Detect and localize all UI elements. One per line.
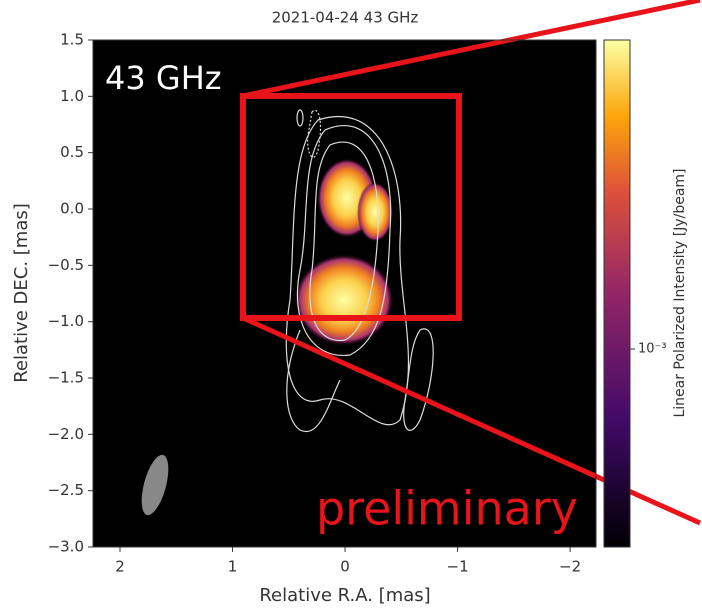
colorbar-tick-label: 10⁻³: [638, 341, 667, 356]
band-label: 43 GHz: [105, 59, 222, 97]
x-tick-label: −1: [447, 558, 469, 576]
x-tick-label: 0: [340, 558, 350, 576]
chart-title: 2021-04-24 43 GHz: [272, 9, 419, 27]
y-tick-label: 0.5: [60, 143, 84, 161]
emission: [294, 254, 394, 346]
y-axis-label: Relative DEC. [mas]: [11, 203, 32, 383]
x-tick-label: −2: [559, 558, 581, 576]
x-axis-label: Relative R.A. [mas]: [259, 585, 430, 606]
y-tick-label: −0.5: [48, 256, 84, 274]
colorbar-label: Linear Polarized Intensity [Jy/beam]: [672, 168, 688, 417]
y-tick-label: 1.5: [60, 31, 84, 49]
y-tick-label: −2.0: [48, 425, 84, 443]
y-tick-label: 1.0: [60, 87, 84, 105]
y-tick-label: −3.0: [48, 538, 84, 556]
x-tick-label: 2: [115, 558, 125, 576]
y-tick-label: −2.5: [48, 481, 84, 499]
emission: [357, 182, 393, 242]
watermark: preliminary: [316, 482, 578, 536]
chart: 43 GHz preliminary 2021-04-24 43 GHz Rel…: [0, 0, 702, 611]
colorbar: [604, 40, 630, 547]
y-tick-label: 0.0: [60, 200, 84, 218]
y-tick-label: −1.5: [48, 369, 84, 387]
x-tick-label: 1: [228, 558, 238, 576]
y-tick-label: −1.0: [48, 312, 84, 330]
